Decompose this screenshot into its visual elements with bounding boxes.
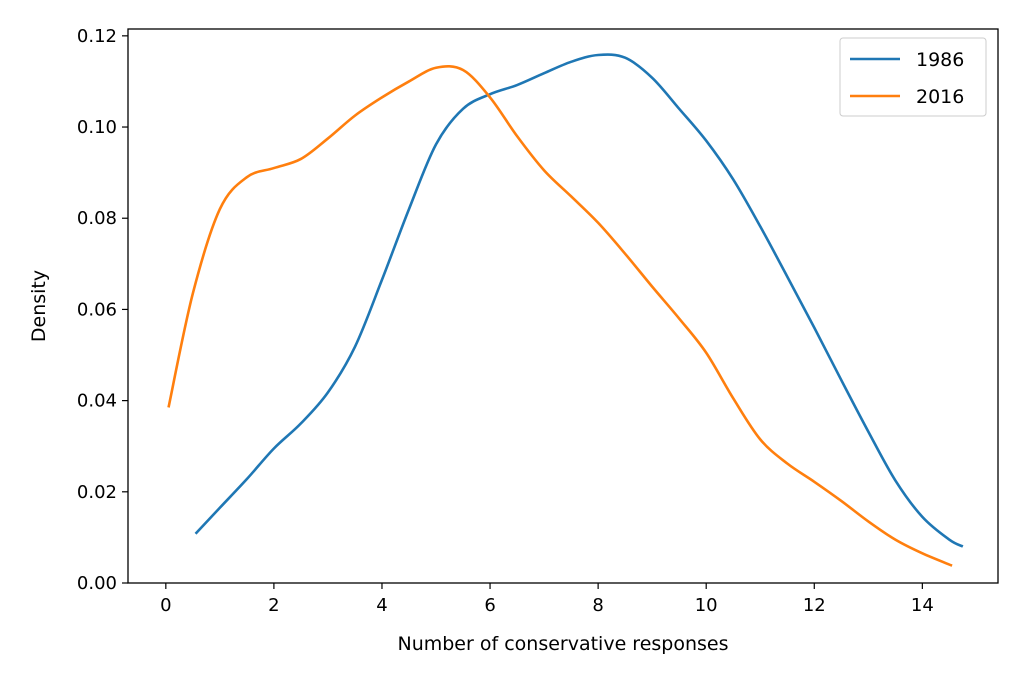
x-tick-label: 0 xyxy=(160,595,171,616)
x-axis-label: Number of conservative responses xyxy=(397,633,728,655)
series-layer xyxy=(167,53,964,567)
x-tick-label: 8 xyxy=(592,595,603,616)
legend-label-2016: 2016 xyxy=(916,86,964,108)
x-tick-label: 10 xyxy=(695,595,718,616)
y-tick-label: 0.12 xyxy=(77,26,117,47)
x-tick-label: 4 xyxy=(376,595,387,616)
x-tick-label: 14 xyxy=(911,595,934,616)
y-tick-label: 0.04 xyxy=(77,391,117,412)
legend: 1986 2016 xyxy=(839,37,987,117)
y-tick-label: 0.00 xyxy=(77,573,117,594)
series-line-2016 xyxy=(167,65,953,567)
x-axis: 0 2 4 6 8 10 12 14 xyxy=(160,583,934,616)
y-tick-label: 0.02 xyxy=(77,482,117,503)
x-tick-label: 2 xyxy=(268,595,279,616)
y-tick-label: 0.10 xyxy=(77,117,117,138)
plot-frame xyxy=(127,28,999,584)
y-tick-label: 0.06 xyxy=(77,299,117,320)
y-axis: 0.00 0.02 0.04 0.06 0.08 0.10 0.12 xyxy=(77,26,128,594)
x-tick-label: 12 xyxy=(803,595,826,616)
y-axis-label: Density xyxy=(28,270,50,342)
x-tick-label: 6 xyxy=(484,595,495,616)
y-tick-label: 0.08 xyxy=(77,208,117,229)
legend-label-1986: 1986 xyxy=(916,49,964,71)
series-line-1986 xyxy=(194,53,964,548)
